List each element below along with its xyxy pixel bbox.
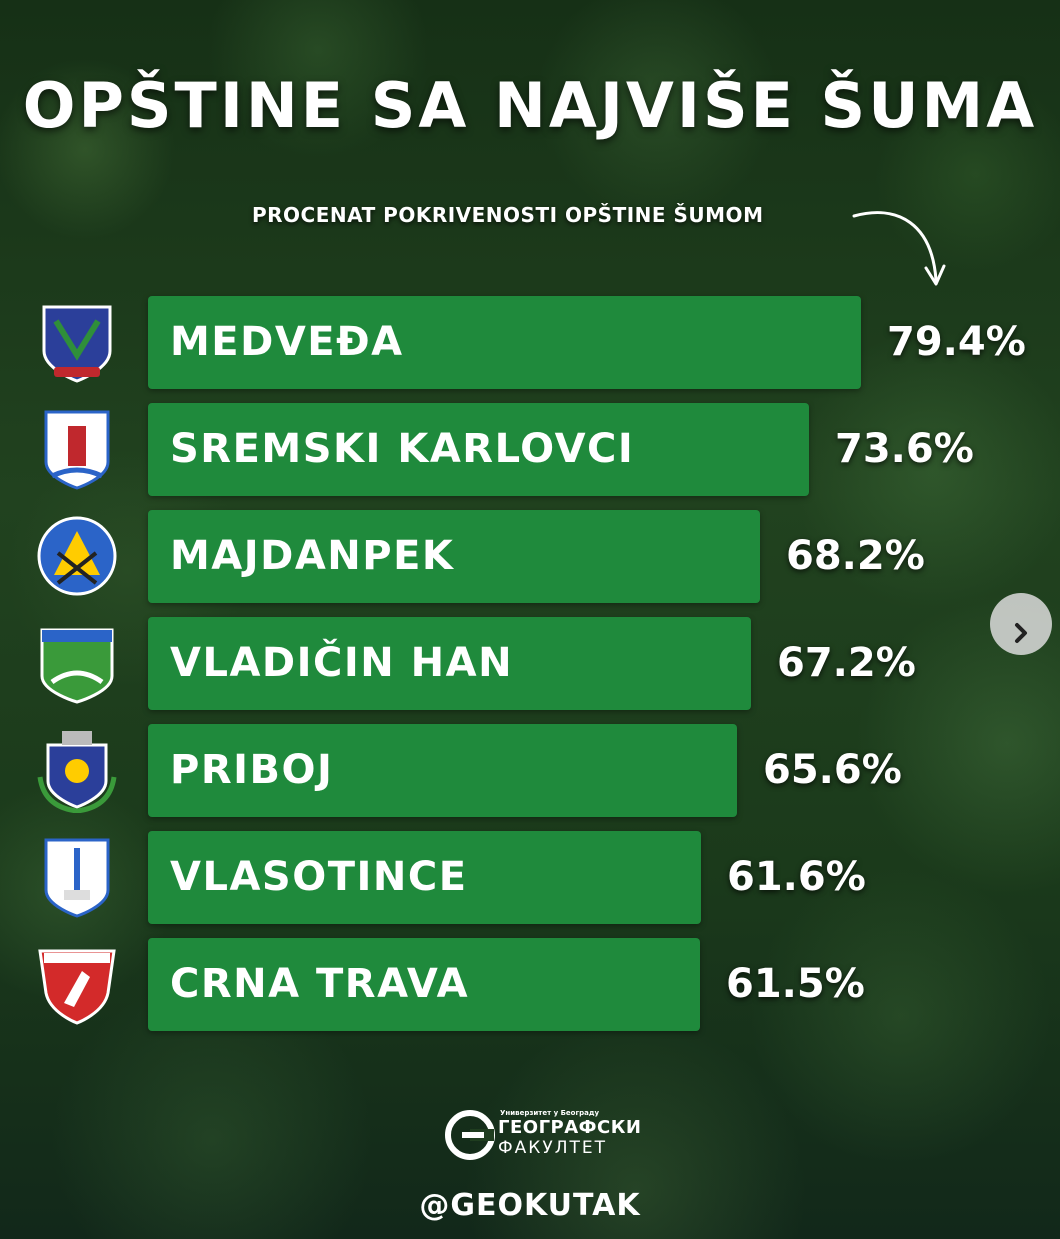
logo-subtitle: ФАКУЛТЕТ [498, 1138, 607, 1158]
chevron-right-icon [1015, 622, 1027, 643]
bar-6 [148, 831, 701, 924]
value-label: 79.4% [887, 319, 1026, 365]
value-label: 61.6% [727, 854, 866, 900]
majdanpek-crest-icon [34, 513, 120, 599]
bar-3 [148, 510, 760, 603]
bar-5 [148, 724, 737, 817]
vladicin-han-crest-icon [34, 620, 120, 706]
value-label: 65.6% [763, 747, 902, 793]
category-label: SREMSKI KARLOVCI [170, 426, 635, 472]
social-handle: @GEOKUTAK [419, 1188, 641, 1223]
geografski-logo-icon [445, 1110, 495, 1160]
category-label: MAJDANPEK [170, 533, 455, 579]
bar-7 [148, 938, 700, 1031]
category-label: CRNA TRAVA [170, 961, 470, 1007]
chart-subtitle: PROCENAT POKRIVENOSTI OPŠTINE ŠUMOM [252, 203, 764, 227]
category-label: VLADIČIN HAN [170, 640, 514, 686]
bar-1 [148, 296, 861, 389]
category-label: PRIBOJ [170, 747, 334, 793]
bar-2 [148, 403, 809, 496]
priboj-crest-icon [34, 727, 120, 814]
category-label: MEDVEĐA [170, 319, 404, 365]
bar-4 [148, 617, 751, 710]
medvedja-crest-icon [34, 299, 120, 385]
logo-small-text: Универзитет у Београду [500, 1109, 600, 1117]
crna-trava-crest-icon [34, 941, 120, 1027]
value-label: 61.5% [726, 961, 865, 1007]
category-label: VLASOTINCE [170, 854, 468, 900]
chart-title: OPŠTINE SA NAJVIŠE ŠUMA [22, 69, 1038, 142]
logo-name: ГЕОГРАФСКИ [498, 1117, 642, 1138]
sremski-karlovci-crest-icon [34, 406, 120, 492]
next-slide-button[interactable] [990, 593, 1052, 655]
geografski-fakultet-logo: Универзитет у Београду ГЕОГРАФСКИ ФАКУЛТ… [444, 1103, 644, 1167]
value-label: 73.6% [835, 426, 974, 472]
curved-arrow-icon [852, 211, 946, 286]
vlasotince-crest-icon [34, 834, 120, 920]
value-label: 68.2% [786, 533, 925, 579]
value-label: 67.2% [777, 640, 916, 686]
